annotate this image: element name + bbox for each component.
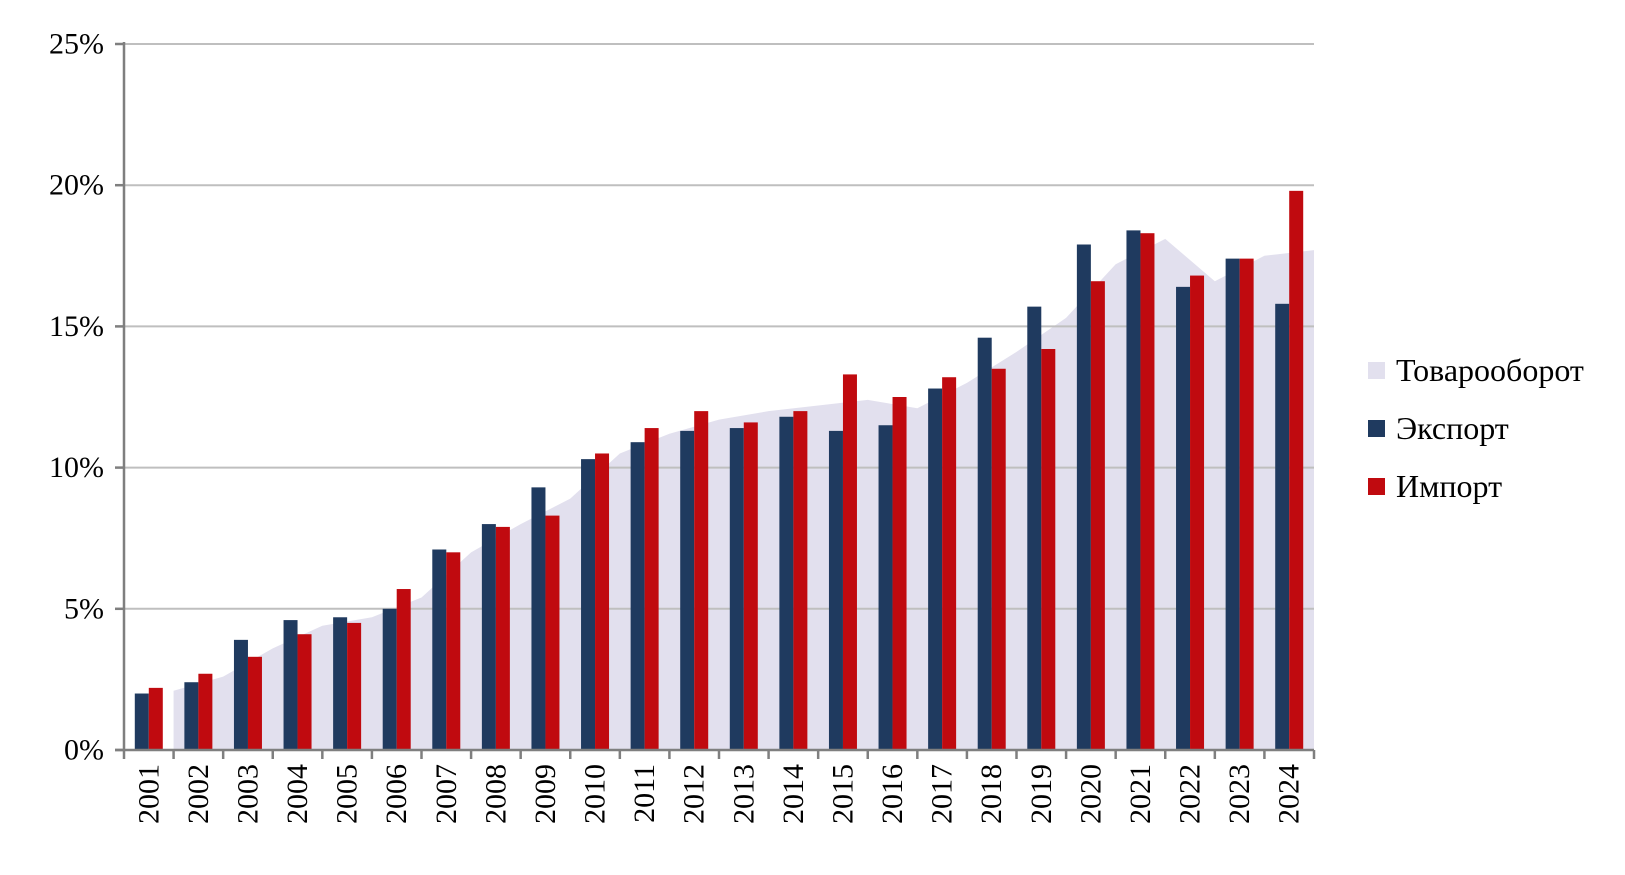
- y-axis-label-25%: 25%: [49, 28, 104, 61]
- bar-import-2001: [148, 687, 163, 750]
- bar-export-2022: [1176, 286, 1191, 750]
- bar-export-2007: [432, 549, 447, 750]
- x-axis-label-2004: 2004: [281, 764, 314, 824]
- y-axis-label-10%: 10%: [49, 451, 104, 484]
- y-axis-label-5%: 5%: [64, 592, 104, 625]
- x-axis-label-2003: 2003: [231, 764, 264, 824]
- x-axis-label-2005: 2005: [331, 764, 364, 824]
- x-axis-label-2008: 2008: [479, 764, 512, 824]
- legend-label-export: Экспорт: [1396, 410, 1509, 446]
- bar-import-2007: [446, 552, 461, 750]
- bar-import-2002: [198, 673, 213, 750]
- x-axis-label-2014: 2014: [777, 764, 810, 824]
- bar-import-2019: [1041, 348, 1056, 750]
- bar-import-2003: [247, 656, 262, 750]
- bar-import-2024: [1289, 190, 1304, 750]
- x-axis-label-2007: 2007: [430, 764, 463, 824]
- bar-export-2008: [481, 524, 496, 750]
- x-axis-label-2021: 2021: [1124, 764, 1157, 824]
- bar-export-2015: [828, 430, 843, 750]
- bar-export-2021: [1126, 230, 1141, 750]
- bar-import-2015: [842, 374, 857, 750]
- legend-label-turnover: Товарооборот: [1396, 352, 1584, 388]
- x-axis-label-2002: 2002: [182, 764, 215, 824]
- bar-export-2016: [878, 425, 893, 750]
- x-axis-label-2020: 2020: [1074, 764, 1107, 824]
- bar-import-2018: [991, 368, 1006, 750]
- x-axis-label-2011: 2011: [628, 764, 661, 823]
- bar-export-2012: [680, 430, 695, 750]
- x-axis-label-2006: 2006: [380, 764, 413, 824]
- bar-import-2005: [347, 622, 362, 750]
- legend-item-export: Экспорт: [1368, 410, 1584, 446]
- bar-export-2004: [283, 620, 298, 750]
- bar-export-2020: [1076, 244, 1091, 750]
- x-axis-label-2012: 2012: [678, 764, 711, 824]
- bar-export-2010: [581, 459, 596, 750]
- bar-export-2006: [382, 608, 397, 750]
- bar-export-2009: [531, 487, 546, 750]
- bar-import-2021: [1140, 233, 1155, 750]
- bar-export-2024: [1275, 303, 1290, 750]
- bar-export-2018: [977, 337, 992, 750]
- bar-import-2013: [743, 422, 758, 750]
- x-axis-label-2016: 2016: [876, 764, 909, 824]
- x-axis-label-2013: 2013: [727, 764, 760, 824]
- x-axis-label-2024: 2024: [1273, 764, 1306, 824]
- bar-import-2008: [495, 526, 510, 750]
- bar-import-2004: [297, 634, 312, 750]
- y-axis-label-15%: 15%: [49, 310, 104, 343]
- legend-item-turnover: Товарооборот: [1368, 352, 1584, 388]
- x-axis-label-2017: 2017: [926, 764, 959, 824]
- x-axis-label-2019: 2019: [1025, 764, 1058, 824]
- bar-export-2003: [233, 639, 248, 750]
- bar-import-2017: [942, 377, 957, 750]
- legend-swatch-import: [1368, 477, 1385, 495]
- bar-export-2023: [1225, 258, 1240, 750]
- bar-import-2016: [892, 397, 907, 750]
- bar-import-2011: [644, 428, 659, 750]
- x-axis-label-2022: 2022: [1174, 764, 1207, 824]
- x-axis-label-2023: 2023: [1223, 764, 1256, 824]
- x-axis-label-2015: 2015: [826, 764, 859, 824]
- bar-import-2022: [1190, 275, 1205, 750]
- bar-import-2010: [595, 453, 610, 750]
- y-axis-label-20%: 20%: [49, 169, 104, 202]
- legend-swatch-export: [1368, 419, 1385, 437]
- bar-export-2011: [630, 442, 645, 750]
- legend-swatch-turnover: [1368, 361, 1385, 379]
- bar-export-2017: [928, 388, 943, 750]
- legend: Товарооборот Экспорт Импорт: [1368, 352, 1584, 526]
- x-axis-label-2010: 2010: [579, 764, 612, 824]
- bar-import-2012: [694, 411, 709, 750]
- bar-export-2019: [1027, 306, 1042, 750]
- y-axis-label-0%: 0%: [64, 734, 104, 767]
- bar-export-2013: [729, 428, 744, 750]
- bar-import-2006: [396, 589, 411, 750]
- x-axis-label-2018: 2018: [975, 764, 1008, 824]
- x-axis-label-2001: 2001: [132, 764, 165, 824]
- bar-export-2014: [779, 416, 794, 750]
- bar-export-2002: [184, 682, 199, 750]
- x-axis-label-2009: 2009: [529, 764, 562, 824]
- bar-export-2001: [134, 693, 149, 750]
- legend-item-import: Импорт: [1368, 468, 1584, 504]
- bar-import-2023: [1239, 258, 1254, 750]
- bar-import-2014: [793, 411, 808, 750]
- bar-export-2005: [333, 617, 348, 750]
- legend-label-import: Импорт: [1396, 468, 1503, 504]
- bar-import-2020: [1090, 281, 1105, 750]
- bar-import-2009: [545, 515, 560, 750]
